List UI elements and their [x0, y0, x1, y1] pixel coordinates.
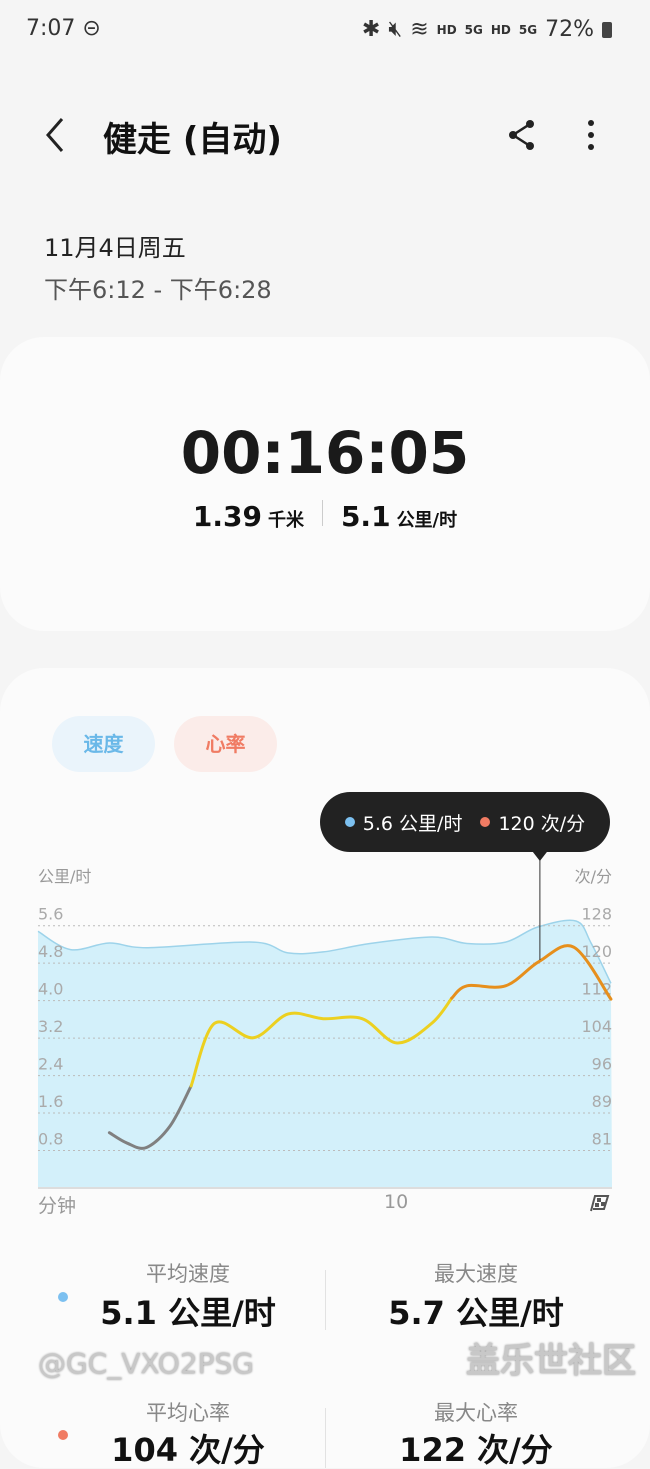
- divider: [321, 500, 323, 526]
- signal-icon: 5G: [518, 22, 538, 37]
- y-left-tick: 3.2: [38, 1017, 63, 1036]
- max-hr-value: 122 次/分: [399, 1431, 553, 1469]
- speed-unit: 公里/时: [396, 510, 458, 531]
- y-right-tick: 120: [581, 942, 612, 961]
- y-right-tick: 81: [592, 1130, 612, 1149]
- battery-icon: [602, 21, 612, 38]
- session-time-range: 下午6:12 - 下午6:28: [44, 276, 272, 304]
- y-right-tick: 128: [581, 905, 612, 924]
- y-left-label: 公里/时: [38, 867, 92, 886]
- activity-chart[interactable]: 5.6 128 4.8 120 4.0 112 3.2 104 2.4 96 1.6 89 0.8 81: [0, 840, 650, 1230]
- x-tick-label: 10: [384, 1191, 409, 1213]
- watermark-logo: 盖乐世社区: [466, 1341, 636, 1381]
- hd-label: HD: [490, 22, 511, 37]
- tab-heart-rate[interactable]: 心率: [174, 716, 277, 772]
- speed-legend-dot: [58, 1292, 68, 1302]
- divider: [325, 1408, 326, 1468]
- speed-area: [38, 920, 612, 1188]
- max-speed-label: 最大速度: [434, 1262, 518, 1286]
- y-right-tick: 89: [592, 1092, 612, 1111]
- avg-hr-label: 平均心率: [146, 1401, 230, 1425]
- max-speed-value: 5.7 公里/时: [388, 1294, 564, 1332]
- y-left-tick: 0.8: [38, 1130, 63, 1149]
- y-right-tick: 112: [581, 980, 612, 999]
- avg-hr-value: 104 次/分: [111, 1431, 265, 1469]
- status-icons: ✱ 🔇︎ ≋ HD 5G HD 5G 72%: [362, 17, 612, 42]
- summary-card: [0, 337, 650, 631]
- distance-unit: 千米: [267, 510, 304, 531]
- avg-speed-value: 5.1 公里/时: [100, 1294, 276, 1332]
- back-icon[interactable]: [40, 115, 70, 155]
- divider: [325, 1270, 326, 1330]
- y-left-tick: 1.6: [38, 1092, 63, 1111]
- dnd-icon: ⊝: [82, 16, 101, 41]
- page-title: 健走 (自动): [103, 120, 282, 160]
- y-right-tick: 96: [592, 1055, 612, 1074]
- x-axis-label: 分钟: [38, 1195, 77, 1217]
- speed-line: [37, 919, 612, 984]
- duration: 00:16:05: [180, 419, 470, 487]
- y-left-tick: 2.4: [38, 1055, 63, 1074]
- y-left-tick: 5.6: [38, 905, 63, 924]
- share-icon[interactable]: [506, 118, 538, 152]
- avg-speed-label: 平均速度: [146, 1262, 230, 1286]
- speed-value: 5.1: [340, 500, 391, 533]
- tooltip-hr: 120 次/分: [498, 812, 586, 835]
- hr-dot-icon: [480, 817, 491, 827]
- chart-tooltip: 5.6 公里/时 120 次/分: [320, 792, 610, 852]
- y-left-tick: 4.8: [38, 942, 63, 961]
- hr-legend-dot: [58, 1430, 68, 1440]
- heart-rate-line-low: [107, 1084, 193, 1150]
- heart-rate-line-high: [450, 944, 613, 1001]
- signal-icon: 5G: [464, 22, 483, 37]
- tooltip-speed: 5.6 公里/时: [362, 812, 463, 835]
- speed-dot-icon: [344, 817, 355, 827]
- heart-rate-line-mid: [189, 996, 454, 1088]
- summary-stats: 1.39 千米 5.1 公里/时: [0, 500, 650, 533]
- watermark-handle: @GC_VXO2PSG: [38, 1347, 255, 1380]
- distance-value: 1.39: [192, 500, 262, 533]
- y-right-tick: 104: [581, 1017, 612, 1036]
- bluetooth-icon: ✱: [361, 17, 381, 42]
- finish-flag-icon: [590, 1195, 610, 1212]
- tab-speed[interactable]: 速度: [52, 716, 155, 772]
- y-left-tick: 4.0: [38, 980, 63, 999]
- y-right-label: 次/分: [574, 867, 612, 886]
- battery-level: 72%: [545, 17, 594, 42]
- wifi-icon: ≋: [410, 17, 429, 42]
- mute-icon: 🔇︎: [388, 17, 403, 42]
- more-options-icon[interactable]: [584, 118, 598, 152]
- status-time: 7:07 ⊝: [26, 16, 101, 41]
- session-date: 11月4日周五: [44, 234, 186, 262]
- max-hr-label: 最大心率: [434, 1401, 518, 1425]
- tooltip-pointer: [532, 852, 547, 861]
- hd-label: HD: [436, 22, 457, 37]
- clock: 7:07: [26, 16, 76, 41]
